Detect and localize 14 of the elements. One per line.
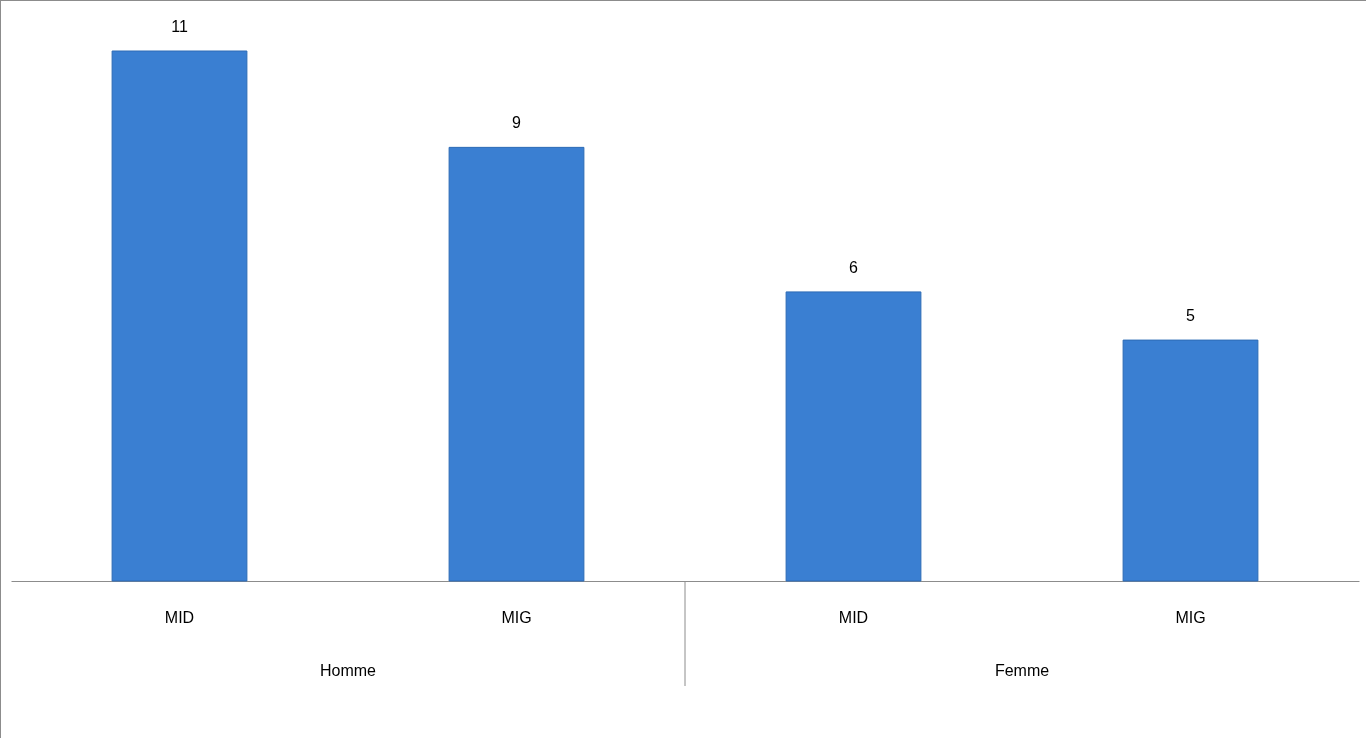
text: Femme [994, 662, 1050, 679]
bar [111, 50, 248, 582]
bar [1122, 339, 1259, 582]
x-tick-label: MIG [501, 608, 532, 626]
x-tick-label: MID [164, 608, 195, 626]
data-label: 11 [171, 18, 188, 35]
data-label: 5 [1186, 307, 1196, 325]
bar [448, 146, 585, 582]
text: Homme [319, 662, 377, 679]
bar [785, 291, 922, 582]
data-label: 9 [512, 114, 522, 132]
data-label: 6 [849, 258, 859, 276]
x-tick-label: MIG [1175, 608, 1206, 626]
x-tick-label: MID [838, 608, 869, 626]
